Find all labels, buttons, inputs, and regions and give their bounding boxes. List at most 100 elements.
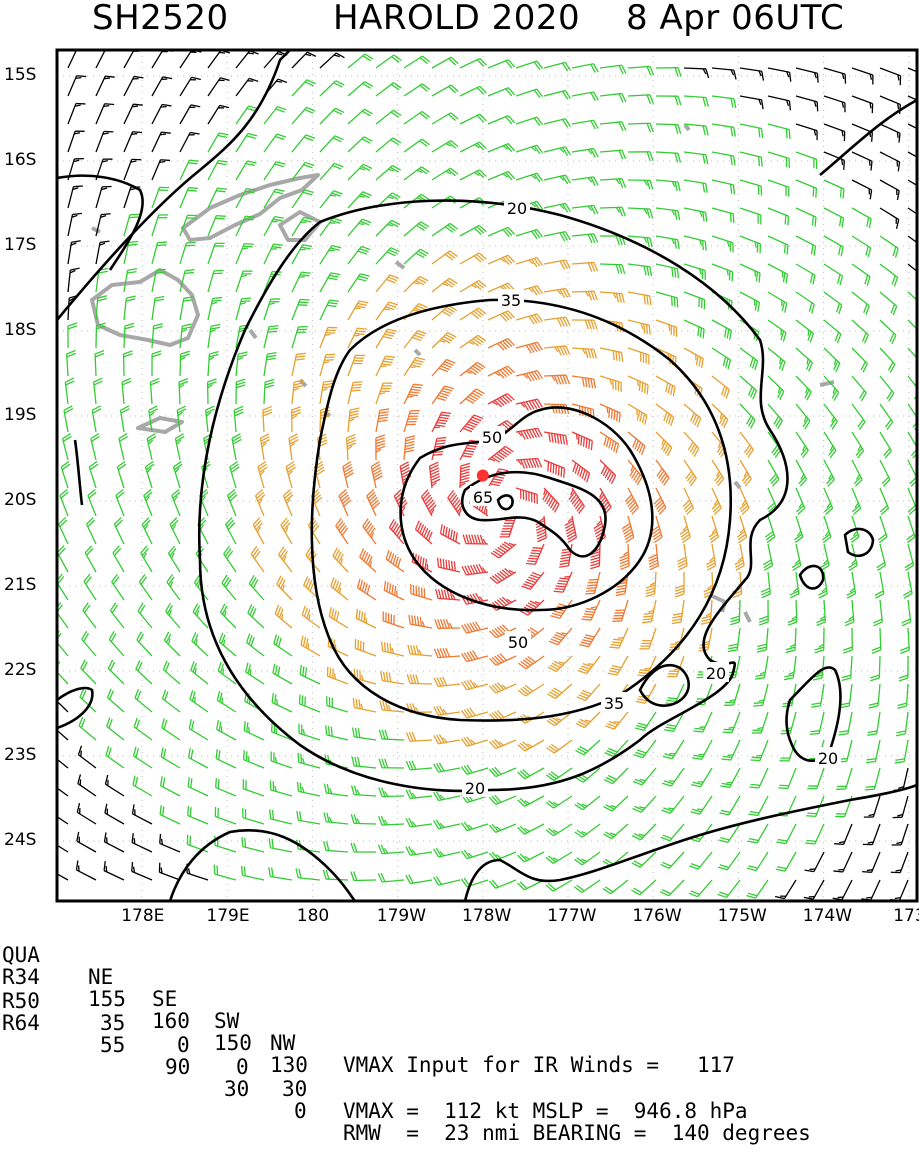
wind-barb <box>320 354 335 376</box>
barb-staff <box>628 320 649 325</box>
wind-barb <box>320 191 343 208</box>
barb-feather <box>189 719 191 728</box>
barb-staff <box>852 68 873 75</box>
barb-feather <box>702 616 711 618</box>
barb-feather <box>706 212 707 221</box>
barb-feather <box>353 382 362 383</box>
wind-barb <box>880 460 890 486</box>
barb-feather <box>552 433 554 442</box>
barb-staff <box>880 292 897 306</box>
barb-feather <box>590 563 599 566</box>
wind-barb <box>300 694 320 712</box>
wind-barb <box>548 656 572 671</box>
wind-barb <box>379 787 404 796</box>
barb-feather <box>354 335 360 336</box>
barb-staff <box>180 326 182 348</box>
barb-feather <box>456 532 458 541</box>
barb-staff <box>320 108 335 124</box>
wind-barb <box>768 292 787 313</box>
barb-feather <box>385 356 394 357</box>
barb-feather <box>647 325 648 334</box>
wind-barb <box>600 93 626 102</box>
barb-staff <box>246 672 264 684</box>
barb-staff <box>82 639 96 656</box>
barb-staff <box>824 460 834 479</box>
barb-feather <box>759 616 768 619</box>
wind-barb <box>404 139 430 152</box>
contour-20-east-2 <box>786 667 840 760</box>
barb-feather <box>895 762 904 763</box>
barb-feather <box>753 705 762 706</box>
barb-feather <box>609 408 610 417</box>
wind-barb <box>489 824 516 832</box>
barb-feather <box>807 359 808 365</box>
wind-barb <box>575 740 600 755</box>
barb-feather <box>529 556 538 557</box>
barb-staff <box>600 93 622 96</box>
wind-barb <box>222 575 236 600</box>
wind-barb <box>852 404 865 429</box>
barb-staff <box>656 376 675 387</box>
wind-barb <box>728 628 740 652</box>
barb-feather <box>300 694 301 703</box>
barb-feather <box>702 359 704 368</box>
wind-barb <box>422 490 437 516</box>
barb-feather <box>668 384 670 393</box>
barb-feather <box>555 404 558 413</box>
wind-barb <box>114 518 124 544</box>
barb-staff <box>708 628 712 650</box>
wind-barb <box>712 152 735 165</box>
barb-staff <box>740 544 744 566</box>
wind-barb <box>693 712 712 732</box>
barb-staff <box>320 81 336 96</box>
wind-barb <box>320 327 337 348</box>
barb-staff <box>628 264 650 267</box>
barb-staff <box>460 114 480 124</box>
barb-staff <box>852 348 867 364</box>
wind-barb <box>628 180 653 189</box>
wind-barb <box>852 320 868 343</box>
barb-feather <box>328 278 337 280</box>
barb-feather <box>619 265 622 274</box>
barb-feather <box>733 185 734 194</box>
barb-feather <box>49 860 51 869</box>
barb-staff <box>348 137 364 152</box>
wind-barb <box>353 698 376 712</box>
wind-barb <box>824 432 836 458</box>
barb-staff <box>703 712 712 732</box>
barb-staff <box>846 768 852 789</box>
barb-staff <box>168 553 180 572</box>
barb-feather <box>238 352 247 354</box>
wind-barb <box>544 375 569 384</box>
barb-staff <box>133 785 152 796</box>
wind-barb <box>516 89 543 98</box>
barb-feather <box>477 535 480 544</box>
barb-feather <box>70 268 79 270</box>
wind-barb <box>348 164 372 180</box>
contour-label: 50 <box>508 633 528 652</box>
barb-feather <box>838 869 844 870</box>
barb-feather <box>719 840 728 842</box>
barb-staff <box>124 104 133 124</box>
barb-feather <box>188 806 189 815</box>
barb-staff <box>681 600 684 622</box>
barb-feather <box>340 588 341 594</box>
barb-staff <box>133 814 152 824</box>
wind-barb <box>518 740 544 751</box>
wind-barb <box>376 329 397 348</box>
wind-barb <box>162 719 180 740</box>
barb-staff <box>796 404 810 421</box>
barb-feather <box>701 619 710 621</box>
barb-feather <box>731 184 732 193</box>
barb-feather <box>248 756 249 762</box>
barb-feather <box>839 246 841 255</box>
barb-feather <box>643 619 652 620</box>
wind-barb <box>347 434 356 460</box>
barb-staff <box>768 124 789 130</box>
barb-feather <box>323 384 332 386</box>
wind-barb <box>324 784 348 796</box>
barb-feather <box>300 783 301 792</box>
barb-staff <box>53 668 68 684</box>
barb-feather <box>434 427 440 428</box>
barb-feather <box>276 162 285 164</box>
